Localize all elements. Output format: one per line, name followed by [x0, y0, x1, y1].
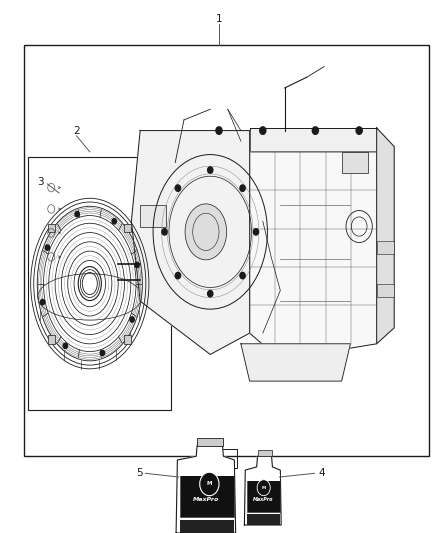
Bar — [377, 284, 394, 297]
Polygon shape — [241, 344, 350, 381]
Text: 5: 5 — [136, 469, 143, 478]
Text: MaxPro: MaxPro — [253, 497, 273, 503]
Bar — [180, 520, 234, 533]
Text: M: M — [261, 486, 266, 490]
Text: 4: 4 — [318, 469, 325, 478]
Polygon shape — [131, 131, 250, 354]
Circle shape — [175, 185, 180, 191]
Circle shape — [200, 472, 219, 496]
Circle shape — [312, 127, 318, 134]
Circle shape — [45, 245, 49, 251]
Circle shape — [162, 229, 167, 235]
Bar — [24, 45, 429, 456]
Ellipse shape — [185, 204, 227, 260]
Bar — [28, 157, 171, 410]
Bar — [377, 241, 394, 254]
Bar — [48, 223, 55, 232]
Bar — [247, 475, 280, 512]
Polygon shape — [244, 456, 281, 525]
Circle shape — [75, 212, 79, 217]
Circle shape — [63, 343, 67, 349]
Circle shape — [240, 272, 245, 279]
Text: 1: 1 — [215, 14, 223, 23]
Text: MaxPro: MaxPro — [193, 497, 219, 503]
Bar — [247, 514, 280, 525]
Polygon shape — [377, 128, 394, 344]
Polygon shape — [250, 152, 377, 360]
Circle shape — [135, 262, 139, 268]
Bar — [124, 223, 131, 232]
Text: 2: 2 — [73, 126, 80, 135]
Text: 3: 3 — [37, 177, 44, 187]
Circle shape — [40, 300, 45, 305]
Bar — [48, 335, 55, 344]
Bar — [342, 152, 368, 173]
Polygon shape — [176, 446, 236, 533]
Circle shape — [240, 185, 245, 191]
Circle shape — [208, 290, 213, 297]
Bar — [258, 450, 272, 456]
Circle shape — [260, 127, 266, 134]
Bar — [124, 335, 131, 344]
Bar — [180, 469, 234, 517]
Circle shape — [208, 167, 213, 173]
Circle shape — [112, 219, 117, 224]
Circle shape — [257, 480, 270, 496]
Circle shape — [253, 229, 258, 235]
Circle shape — [175, 272, 180, 279]
Circle shape — [356, 127, 362, 134]
Bar — [180, 466, 234, 476]
Bar — [197, 438, 223, 446]
Bar — [247, 474, 280, 481]
Text: M: M — [207, 481, 212, 487]
Polygon shape — [250, 128, 377, 152]
Circle shape — [130, 317, 134, 322]
Bar — [140, 205, 166, 227]
Circle shape — [100, 350, 105, 356]
Circle shape — [216, 127, 222, 134]
